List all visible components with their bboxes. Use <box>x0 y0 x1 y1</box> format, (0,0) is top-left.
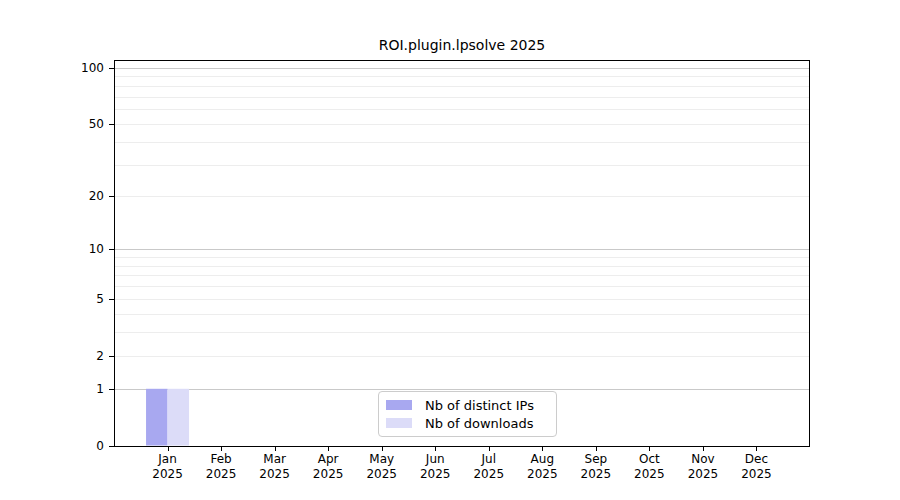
y-tick-label-100: 100 <box>81 60 104 76</box>
legend-label-downloads: Nb of downloads <box>425 416 533 431</box>
y-tick-label-0: 0 <box>96 438 104 454</box>
y-tick-label-50: 50 <box>89 116 104 132</box>
legend: Nb of distinct IPs Nb of downloads <box>378 391 557 437</box>
y-tick-label-2: 2 <box>96 348 104 364</box>
chart-title: ROI.plugin.lpsolve 2025 <box>114 36 810 54</box>
y-tick-label-20: 20 <box>89 188 104 204</box>
legend-item-distinct-ips: Nb of distinct IPs <box>386 398 556 413</box>
legend-item-downloads: Nb of downloads <box>386 416 556 431</box>
major-gridlines <box>114 69 810 390</box>
chart-figure: ROI.plugin.lpsolve 2025 0125102050100 Ja… <box>0 0 900 500</box>
x-tick-label-dec: Dec2025 <box>724 452 788 482</box>
bars-group <box>146 389 189 446</box>
x-tick-month: Dec <box>724 452 788 467</box>
y-tick-label-1: 1 <box>96 381 104 397</box>
legend-label-distinct-ips: Nb of distinct IPs <box>425 398 534 413</box>
legend-swatch-distinct-ips <box>386 400 412 410</box>
x-tick-year: 2025 <box>724 467 788 482</box>
y-tick-label-10: 10 <box>89 241 104 257</box>
minor-gridlines <box>114 77 810 357</box>
bar-nb-of-downloads-jan <box>168 389 190 446</box>
plot-border <box>115 61 810 447</box>
legend-swatch-downloads <box>386 418 412 428</box>
bar-nb-of-distinct-ips-jan <box>146 389 168 446</box>
y-tick-label-5: 5 <box>96 291 104 307</box>
